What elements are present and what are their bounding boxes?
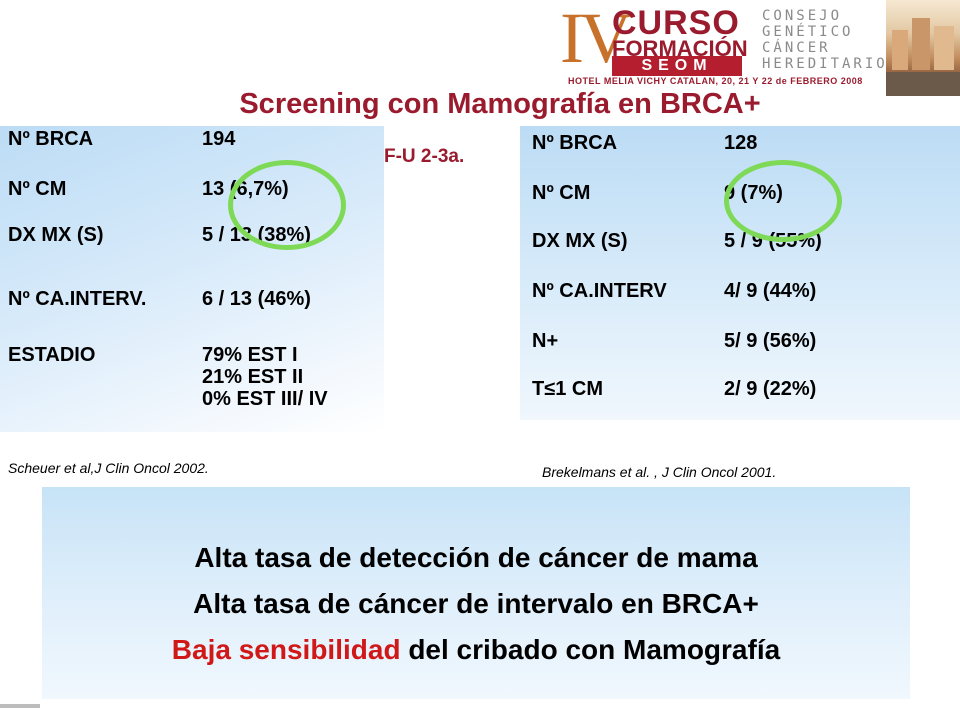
- left-value-stage: 79% EST I 21% EST II 0% EST III/ IV: [202, 344, 328, 410]
- consejo-line: CONSEJO: [762, 8, 843, 24]
- stage-line: 0% EST III/ IV: [202, 388, 328, 410]
- left-value-brca: 194: [202, 128, 236, 150]
- conclusion-line-2: Alta tasa de cáncer de intervalo en BRCA…: [193, 588, 759, 619]
- highlight-circle: [724, 160, 842, 242]
- left-reference: Scheuer et al,J Clin Oncol 2002.: [8, 460, 209, 476]
- conclusion-line-3: Baja sensibilidad del cribado con Mamogr…: [42, 634, 910, 666]
- stage-line: 79% EST I: [202, 344, 298, 366]
- right-label-nodes: N+: [532, 330, 559, 352]
- conclusion-line-1: Alta tasa de detección de cáncer de mama: [194, 542, 758, 573]
- logo-hotel-line: HOTEL MELIA VICHY CATALAN, 20, 21 Y 22 d…: [568, 76, 863, 86]
- left-label-dxmx: DX MX (S): [8, 224, 104, 246]
- right-label-brca: Nº BRCA: [532, 132, 618, 154]
- slide-title: Screening con Mamografía en BRCA+: [239, 88, 761, 120]
- right-value-size: 2/ 9 (22%): [724, 378, 817, 400]
- right-label-cm: Nº CM: [532, 182, 591, 204]
- consejo-line: CÁNCER: [762, 40, 831, 56]
- right-value-interval: 4/ 9 (44%): [724, 280, 817, 302]
- right-label-interval: Nº CA.INTERV: [532, 280, 667, 302]
- city-photo: [886, 0, 960, 96]
- right-value-nodes: 5/ 9 (56%): [724, 330, 817, 352]
- stage-line: 21% EST II: [202, 366, 304, 388]
- right-study-panel: [520, 126, 960, 420]
- consejo-line: HEREDITARIO: [762, 56, 888, 72]
- conclusion-emphasis: Baja sensibilidad: [171, 634, 401, 665]
- highlight-circle: [228, 160, 346, 250]
- conclusions-box: [42, 487, 910, 699]
- left-label-cm: Nº CM: [8, 178, 67, 200]
- right-label-size: T≤1 CM: [532, 378, 603, 400]
- corner-marker: [0, 704, 40, 708]
- left-label-interval: Nº CA.INTERV.: [8, 288, 147, 310]
- consejo-line: GENÉTICO: [762, 24, 854, 40]
- left-value-interval: 6 / 13 (46%): [202, 288, 311, 310]
- consejo-logo: CONSEJO GENÉTICO CÁNCER HEREDITARIO: [762, 8, 888, 72]
- follow-up-label: F-U 2-3a.: [384, 146, 465, 167]
- right-label-dxmx: DX MX (S): [532, 230, 628, 252]
- right-value-brca: 128: [724, 132, 758, 154]
- left-label-stage: ESTADIO: [8, 344, 96, 366]
- logo-curso: CURSO: [612, 4, 740, 42]
- right-reference: Brekelmans et al. , J Clin Oncol 2001.: [542, 464, 777, 480]
- left-label-brca: Nº BRCA: [8, 128, 94, 150]
- logo-seom: SEOM: [612, 56, 742, 76]
- conclusion-rest: del cribado con Mamografía: [400, 634, 781, 665]
